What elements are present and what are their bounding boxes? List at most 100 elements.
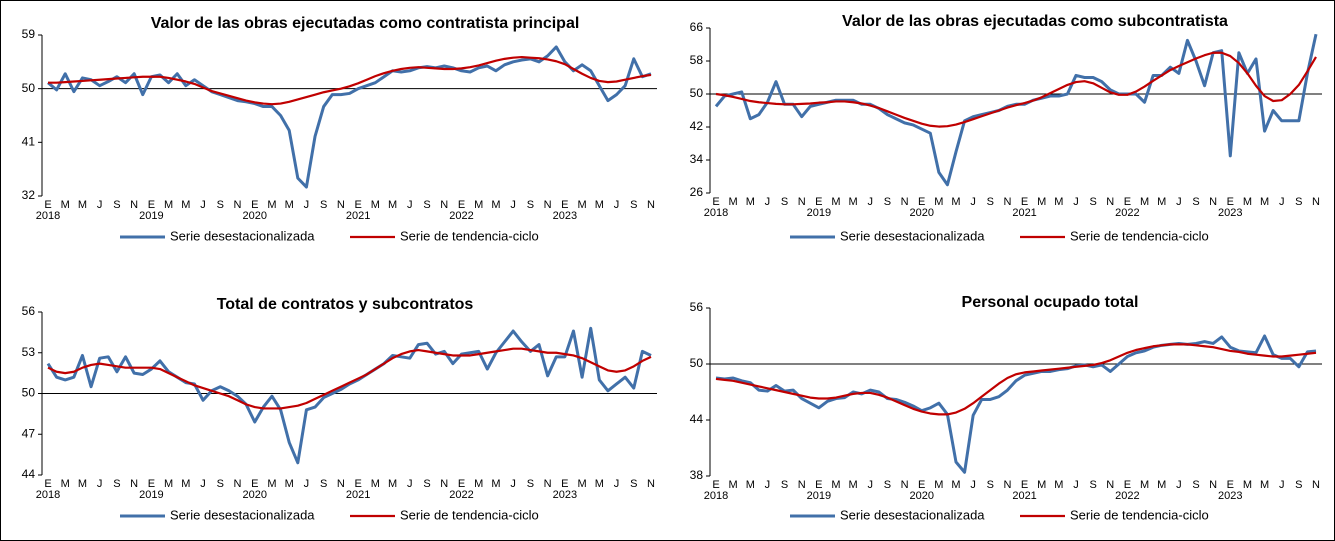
x-tick-label: S [1089,196,1096,208]
x-tick-label: M [491,478,500,490]
year-label: 2018 [36,489,60,501]
y-tick-label: 42 [690,119,704,133]
x-tick-label: M [951,196,960,208]
x-tick-label: M [491,199,500,211]
year-label: 2022 [449,210,473,222]
x-tick-label: S [1192,479,1199,491]
x-tick-label: N [1003,196,1011,208]
y-tick-label: 56 [690,300,704,314]
x-tick-label: N [798,196,806,208]
x-tick-label: J [1073,196,1079,208]
y-tick-label: 38 [690,468,704,482]
x-tick-label: E [354,199,361,211]
y-tick-label: 26 [690,185,704,199]
x-tick-label: E [712,196,719,208]
series-line [714,33,1318,187]
x-tick-label: E [1227,196,1234,208]
x-tick-label: N [337,478,345,490]
x-tick-label: S [217,199,224,211]
x-tick-label: N [798,479,806,491]
x-tick-label: M [746,479,755,491]
x-tick-label: M [164,478,173,490]
x-tick-label: M [577,478,586,490]
x-tick-label: E [44,478,51,490]
x-tick-label: M [1140,196,1149,208]
x-tick-label: M [285,478,294,490]
year-label: 2020 [909,490,933,502]
year-label: 2023 [553,489,577,501]
x-tick-label: S [781,196,788,208]
y-tick-label: 47 [22,426,36,440]
x-tick-label: S [1295,196,1302,208]
x-tick-label: S [884,479,891,491]
y-tick-label: 32 [22,188,36,202]
x-tick-label: S [1192,196,1199,208]
y-tick-label: 66 [690,20,704,34]
x-tick-label: M [1260,479,1269,491]
x-tick-label: S [1089,479,1096,491]
x-tick-label: M [371,199,380,211]
year-label: 2019 [807,490,831,502]
x-tick-label: E [458,478,465,490]
x-tick-label: S [630,478,637,490]
x-tick-label: N [234,199,242,211]
x-tick-label: E [561,478,568,490]
x-tick-label: M [474,478,483,490]
y-tick-label: 58 [690,53,704,67]
x-tick-label: J [614,478,620,490]
x-tick-label: M [849,479,858,491]
x-tick-label: M [595,199,604,211]
x-tick-label: J [510,478,516,490]
x-tick-label: E [712,479,719,491]
x-tick-label: E [1227,479,1234,491]
legend-label: Serie desestacionalizada [170,228,315,243]
x-tick-label: S [527,478,534,490]
x-tick-label: N [544,199,552,211]
x-tick-label: S [320,478,327,490]
x-tick-label: E [1021,479,1028,491]
x-tick-label: E [1124,196,1131,208]
x-tick-label: J [1073,479,1079,491]
x-tick-label: N [647,478,655,490]
x-tick-label: S [423,199,430,211]
series-line [715,343,1317,416]
x-tick-label: N [337,199,345,211]
x-tick-label: M [746,196,755,208]
legend-label: Serie de tendencia-ciclo [400,507,539,522]
year-label: 2019 [139,489,163,501]
series-line [48,55,652,106]
legend-label: Serie desestacionalizada [170,507,315,522]
year-label: 2018 [704,490,728,502]
y-tick-label: 56 [22,304,36,318]
x-tick-label: J [1279,479,1285,491]
x-tick-label: E [148,199,155,211]
x-tick-label: S [113,478,120,490]
x-tick-label: M [78,478,87,490]
x-tick-label: S [320,199,327,211]
x-tick-label: N [1106,479,1114,491]
x-tick-label: M [729,196,738,208]
x-tick-label: M [934,196,943,208]
chart-title: Valor de las obras ejecutadas como subco… [842,13,1228,30]
x-tick-label: N [901,479,909,491]
y-tick-label: 59 [22,27,36,41]
x-tick-label: J [970,479,976,491]
x-tick-label: N [1106,196,1114,208]
x-tick-label: M [595,478,604,490]
year-label: 2023 [1218,490,1242,502]
x-tick-label: N [440,478,448,490]
x-tick-label: J [407,478,413,490]
legend-label: Serie desestacionalizada [840,507,985,522]
series-line [47,45,652,189]
x-tick-label: S [217,478,224,490]
x-tick-label: M [1037,196,1046,208]
x-tick-label: J [200,478,206,490]
x-tick-label: S [987,196,994,208]
x-tick-label: J [765,479,771,491]
year-label: 2018 [704,207,728,219]
x-tick-label: E [918,479,925,491]
x-tick-label: S [527,199,534,211]
x-tick-label: M [1037,479,1046,491]
x-tick-label: M [388,478,397,490]
